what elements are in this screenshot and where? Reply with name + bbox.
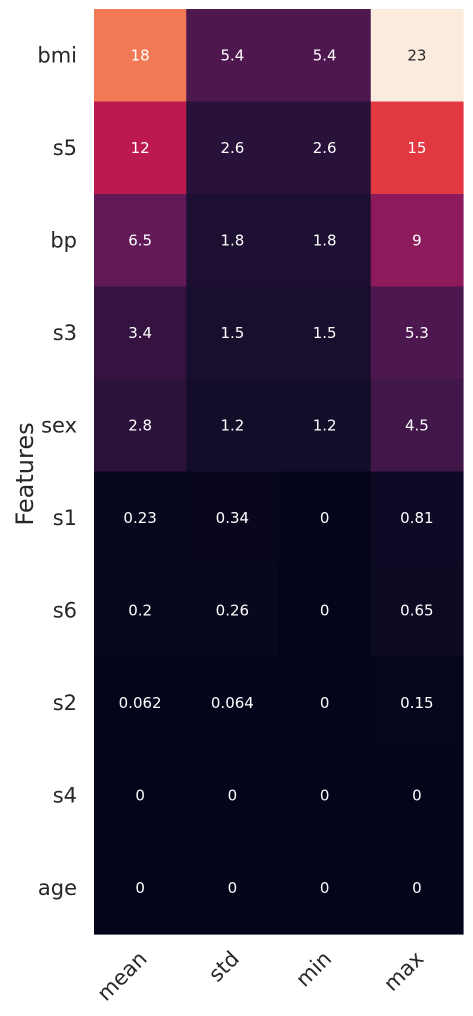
heatmap-cell [370,379,464,473]
cell-value-label: 0.65 [400,601,433,619]
heatmap-cell [94,749,187,843]
cell-value-label: 0 [412,786,422,804]
y-tick-label: s5 [53,136,77,160]
cell-value-label: 0 [412,879,422,897]
heatmap-cell [186,749,280,843]
heatmap-cell [186,9,280,103]
heatmap-cell [94,286,187,380]
cell-value-label: 0.2 [128,601,152,619]
heatmap-cell [94,9,187,103]
cell-value-label: 0.26 [216,601,249,619]
cell-value-label: 0 [320,601,330,619]
cell-value-label: 0 [228,786,238,804]
heatmap-cell [278,749,372,843]
heatmap-cell [370,9,464,103]
cell-value-label: 9 [412,231,422,249]
cell-value-label: 0 [135,786,145,804]
cell-value-label: 0 [135,879,145,897]
heatmap-cell [186,379,280,473]
cell-value-label: 5.4 [220,46,244,64]
cell-value-label: 15 [407,139,426,157]
heatmap-cell [370,286,464,380]
heatmap-cell [186,564,280,658]
y-tick-label: s6 [53,598,77,622]
heatmap-cell [278,379,372,473]
y-tick-label: bp [50,228,77,252]
cell-value-label: 1.5 [220,324,244,342]
heatmap-cell [94,101,187,195]
x-tick-labels: mean std min max [93,947,429,1006]
cell-value-label: 6.5 [128,231,152,249]
y-tick-label: s2 [53,691,77,715]
heatmap-cell [370,471,464,565]
heatmap-cell [186,194,280,288]
cell-value-label: 2.8 [128,416,152,434]
y-axis-label: Features [11,422,39,525]
heatmap-cell [370,841,464,935]
heatmap-cell [278,656,372,750]
cell-value-label: 2.6 [220,139,244,157]
cell-value-label: 4.5 [405,416,429,434]
cell-value-label: 0.064 [211,694,254,712]
heatmap-cell [278,471,372,565]
y-tick-label: age [38,876,77,900]
heatmap-cell [370,564,464,658]
heatmap-cell [278,194,372,288]
cell-value-label: 0 [228,879,238,897]
heatmap-cell [186,656,280,750]
cell-value-label: 0.23 [123,509,156,527]
cell-value-label: 1.5 [313,324,337,342]
cell-value-label: 0.062 [119,694,162,712]
heatmap-cell [94,656,187,750]
heatmap-cell [94,194,187,288]
cell-value-label: 1.2 [220,416,244,434]
cell-value-label: 1.8 [313,231,337,249]
heatmap-cell [94,841,187,935]
heatmap-cell [186,841,280,935]
heatmap-cell [186,101,280,195]
heatmap-cell [186,471,280,565]
heatmap-cell [278,841,372,935]
heatmap-cell [94,564,187,658]
heatmap-cell [278,286,372,380]
heatmap-cell [186,286,280,380]
y-tick-label: s1 [53,506,77,530]
cell-value-label: 18 [131,46,150,64]
y-tick-label: bmi [37,43,77,67]
cell-value-label: 12 [131,139,150,157]
cell-value-label: 1.8 [220,231,244,249]
cell-value-label: 2.6 [313,139,337,157]
y-tick-label: s4 [53,783,77,807]
heatmap-cell [278,101,372,195]
heatmap-cell [278,564,372,658]
cell-value-label: 5.4 [313,46,337,64]
cell-value-label: 0 [320,509,330,527]
heatmap-cells: 18 5.4 5.4 23 12 2.6 2.6 15 6.5 1.8 1.8 9 3.4 1.5 1.5 5… [94,9,464,935]
heatmap-cell [370,656,464,750]
cell-value-label: 5.3 [405,324,429,342]
y-tick-label: s3 [53,321,77,345]
x-tick-label: std [204,947,244,987]
heatmap-cell [370,749,464,843]
cell-value-label: 0 [320,694,330,712]
cell-value-label: 0 [320,786,330,804]
y-tick-labels: bmi s5 bp s3 sex s1 s6 s2 s4 age [37,43,77,900]
y-tick-label: sex [41,413,77,437]
heatmap-cell [370,101,464,195]
cell-value-label: 3.4 [128,324,152,342]
x-tick-label: min [291,947,336,992]
x-tick-label: mean [93,947,152,1006]
heatmap-cell [278,9,372,103]
cell-value-label: 23 [407,46,426,64]
heatmap-cell [94,379,187,473]
heatmap-cell [370,194,464,288]
cell-value-label: 0.34 [216,509,249,527]
heatmap-cell [94,471,187,565]
cell-value-label: 0.15 [400,694,433,712]
cell-value-label: 0.81 [400,509,433,527]
x-tick-label: max [379,947,428,996]
cell-value-label: 0 [320,879,330,897]
cell-value-label: 1.2 [313,416,337,434]
